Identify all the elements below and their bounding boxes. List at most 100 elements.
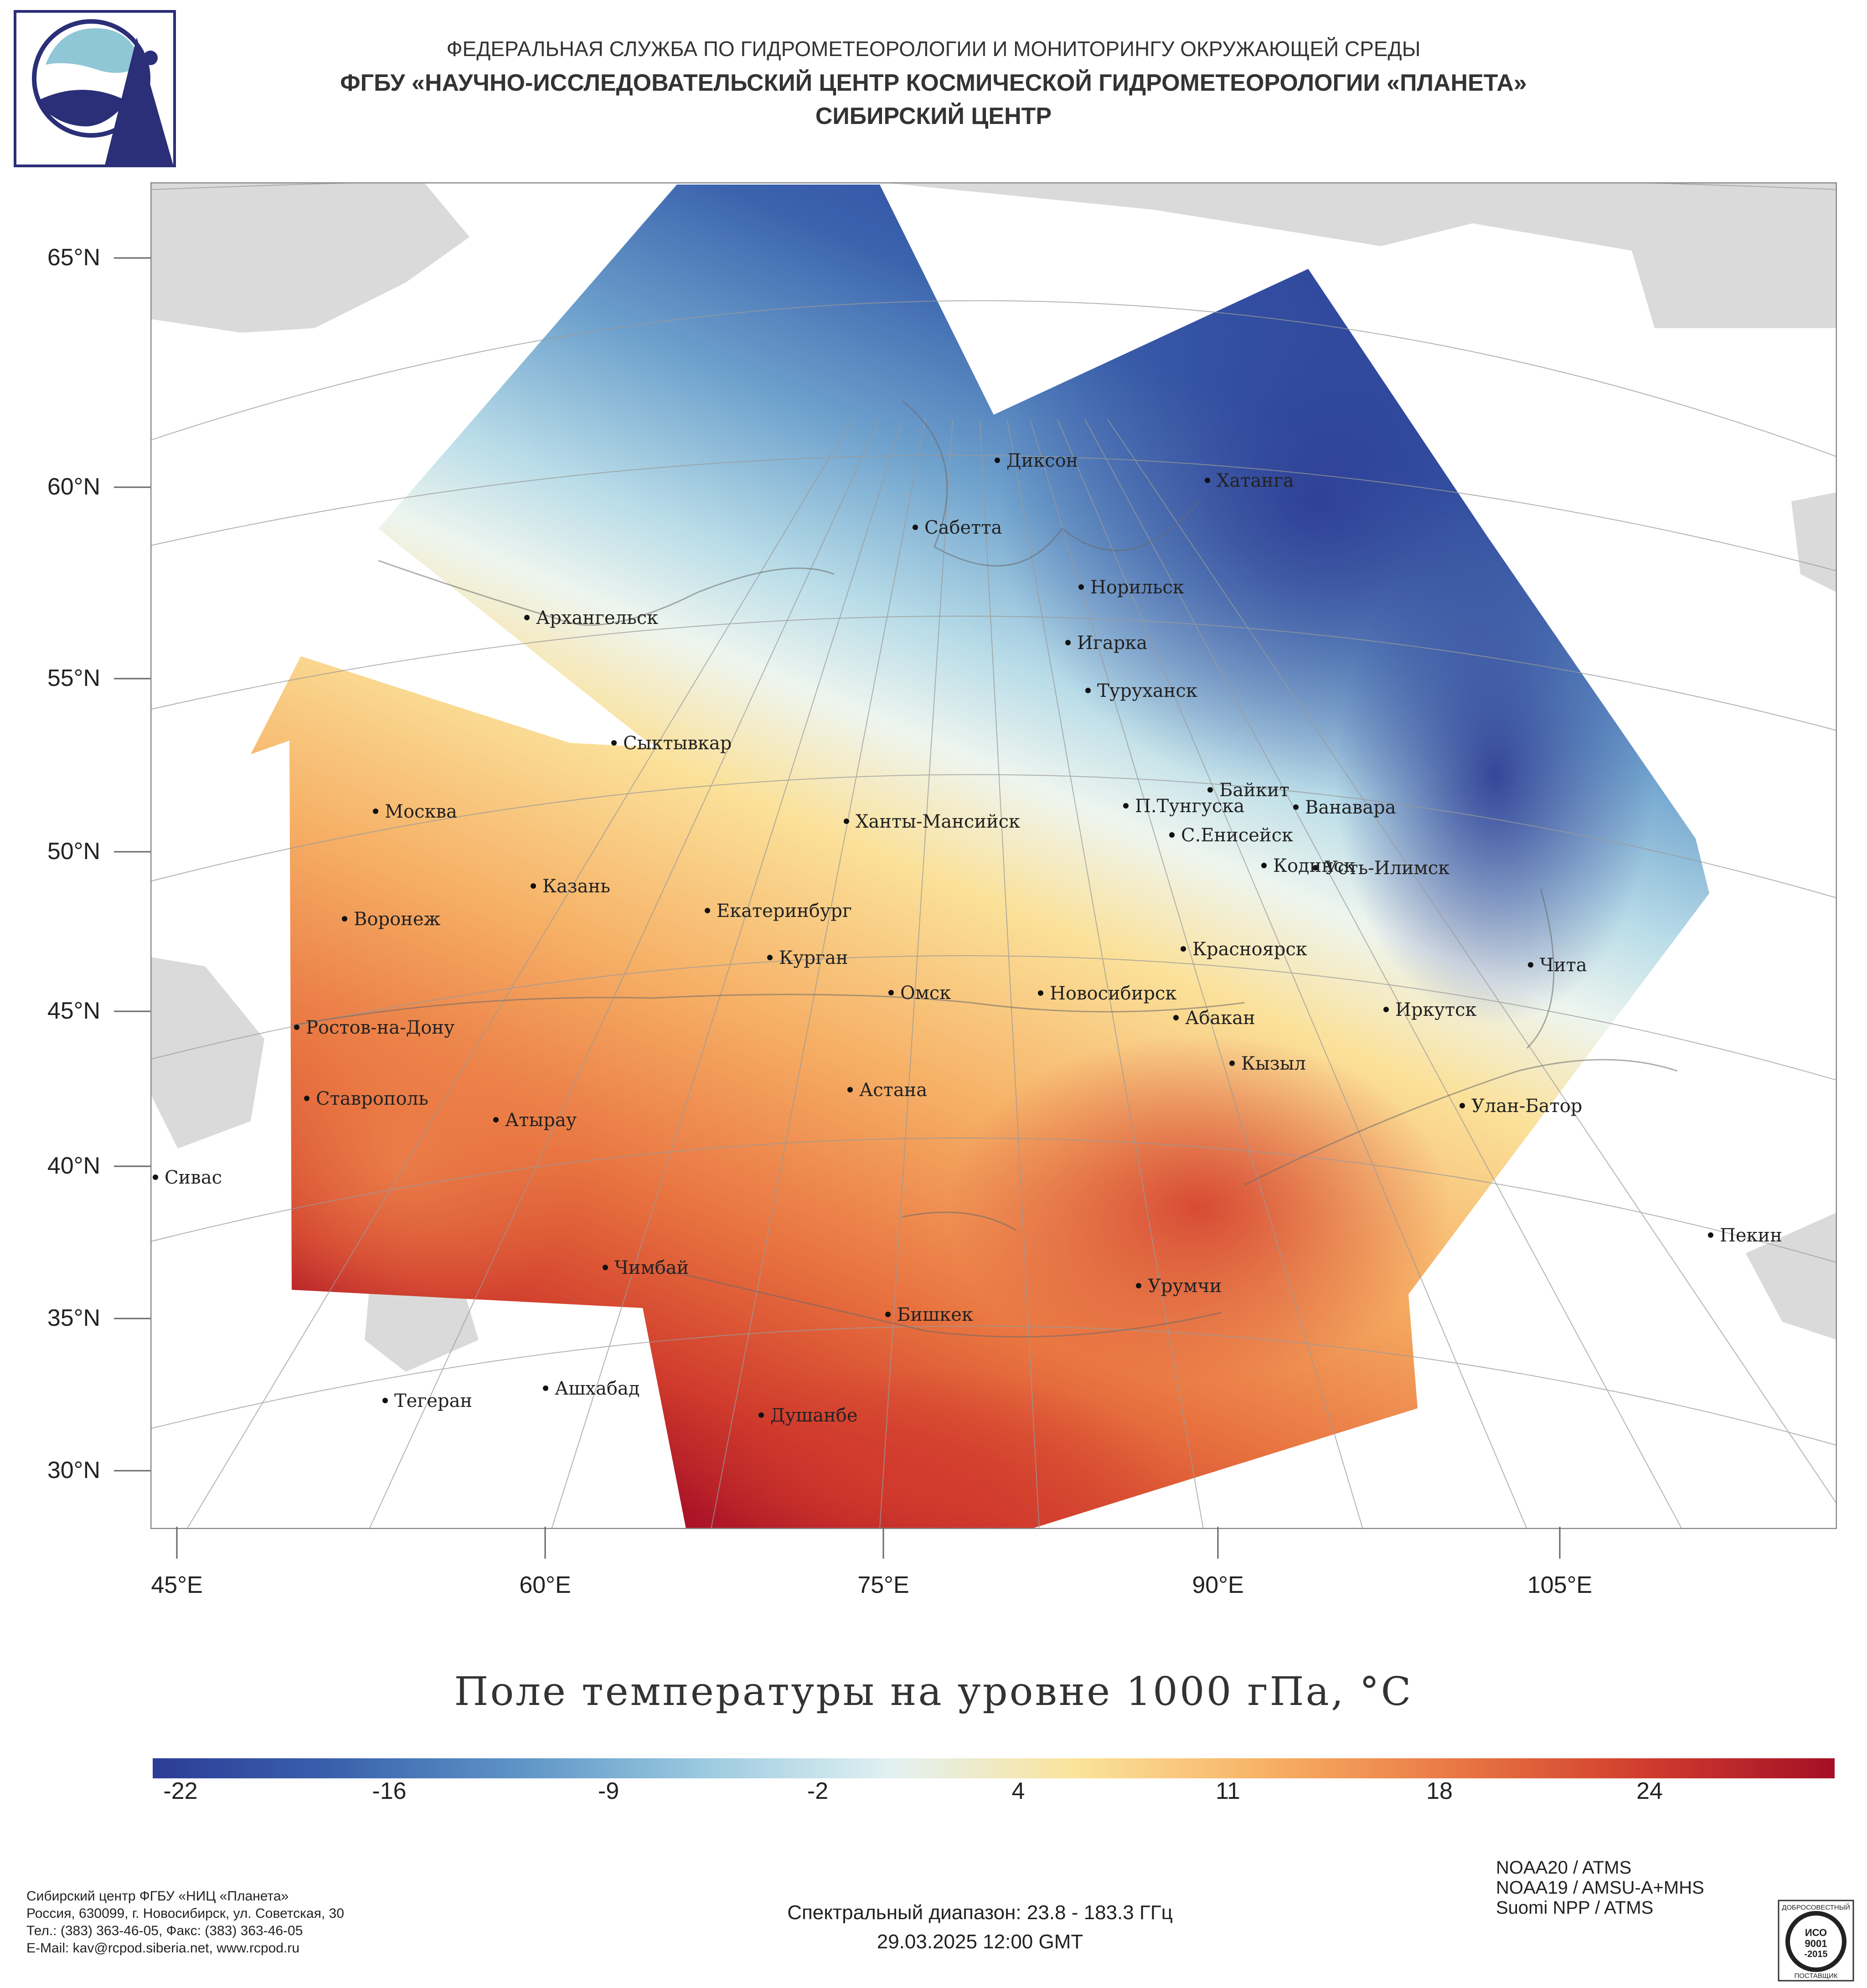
city-marker	[373, 809, 378, 814]
city-label-stavropol: Ставрополь	[316, 1088, 428, 1109]
colorbar-tick: 18	[1426, 1778, 1453, 1804]
colorbar-tick: -16	[372, 1778, 407, 1804]
city-label-ashgabat: Ашхабад	[555, 1378, 640, 1399]
city-marker	[913, 525, 918, 530]
city-marker	[1038, 990, 1043, 996]
lat-label-40: 40°N	[47, 1153, 100, 1179]
satellite-line: Suomi NPP / ATMS	[1496, 1898, 1654, 1918]
city-marker	[1313, 865, 1318, 870]
city-label-arkhangelsk: Архангельск	[536, 608, 658, 628]
city-label-p-tunguska: П.Тунгуска	[1135, 796, 1244, 817]
lon-label-45: 45°E	[151, 1572, 203, 1598]
city-label-igarka: Игарка	[1077, 633, 1147, 654]
city-label-omsk: Омск	[900, 983, 951, 1004]
city-label-tehran: Тегеран	[394, 1391, 472, 1411]
colorbar-tick: 11	[1216, 1778, 1240, 1804]
city-marker	[758, 1412, 764, 1418]
city-marker	[1123, 803, 1129, 809]
city-marker	[1173, 1015, 1179, 1020]
city-label-sabetta: Сабетта	[924, 517, 1002, 538]
city-label-astana: Астана	[859, 1080, 927, 1101]
city-label-chimbay: Чимбай	[614, 1257, 689, 1278]
colorbar-tick: 4	[1011, 1778, 1025, 1804]
city-label-vanavara: Ванавара	[1305, 797, 1396, 818]
city-label-voronezh: Воронеж	[354, 909, 440, 930]
city-label-chita: Чита	[1540, 955, 1587, 976]
city-label-kazan: Казань	[542, 876, 610, 897]
city-marker	[844, 819, 849, 824]
city-label-turukhansk: Туруханск	[1097, 680, 1197, 701]
city-label-dushanbe: Душанбе	[770, 1405, 858, 1426]
lat-label-35: 35°N	[47, 1305, 100, 1331]
lat-label-65: 65°N	[47, 244, 100, 271]
city-label-irkutsk: Иркутск	[1395, 999, 1477, 1020]
city-marker	[705, 908, 710, 913]
city-label-rostov: Ростов-на-Дону	[306, 1017, 455, 1038]
city-marker	[847, 1087, 853, 1092]
city-marker	[153, 1174, 158, 1180]
city-marker	[1293, 804, 1299, 810]
city-marker	[1169, 832, 1175, 838]
city-marker	[304, 1096, 309, 1101]
iso-badge-year: -2015	[1804, 1949, 1827, 1959]
city-label-baikit: Байкит	[1219, 780, 1289, 801]
iso-badge-bottom: ПОСТАВЩИК	[1794, 1972, 1837, 1980]
footer-address: Россия, 630099, г. Новосибирск, ул. Сове…	[26, 1906, 344, 1921]
footer-phone: Тел.: (383) 363-46-05, Факс: (383) 363-4…	[26, 1923, 303, 1938]
satellite-line: NOAA19 / AMSU-A+MHS	[1496, 1878, 1704, 1898]
city-marker	[493, 1117, 499, 1123]
lon-label-60: 60°E	[519, 1572, 571, 1598]
city-marker	[524, 615, 530, 620]
city-label-dikson: Диксон	[1006, 450, 1078, 471]
city-marker	[1181, 946, 1186, 952]
temperature-map: Диксон Хатанга Сабетта Норильск Игарка Т…	[150, 182, 1837, 1529]
city-marker	[543, 1385, 548, 1391]
city-label-norilsk: Норильск	[1090, 577, 1184, 598]
lat-label-30: 30°N	[47, 1457, 100, 1483]
city-marker	[767, 955, 773, 960]
lat-label-55: 55°N	[47, 665, 100, 691]
city-label-syktyvkar: Сыктывкар	[623, 733, 732, 754]
city-label-urumqi: Урумчи	[1148, 1276, 1222, 1297]
lon-label-105: 105°E	[1527, 1572, 1593, 1598]
city-label-sivas: Сивас	[165, 1167, 222, 1188]
city-marker	[382, 1398, 388, 1403]
city-label-s-eniseysk: С.Енисейск	[1181, 825, 1293, 846]
city-marker	[294, 1025, 299, 1030]
city-marker	[1065, 640, 1071, 645]
city-label-ust-ilimsk: Усть-Илимск	[1325, 858, 1449, 879]
lat-label-45: 45°N	[47, 998, 100, 1024]
lon-label-75: 75°E	[857, 1572, 909, 1598]
lat-ticks	[114, 257, 150, 1472]
colorbar-tick: -22	[163, 1778, 198, 1804]
colorbar-tick: -2	[807, 1778, 829, 1804]
colorbar-tick: -9	[598, 1778, 619, 1804]
city-label-novosibirsk: Новосибирск	[1050, 983, 1176, 1004]
city-label-krasnoyarsk: Красноярск	[1192, 939, 1307, 960]
city-marker	[1207, 787, 1213, 793]
city-label-ulaanbaatar: Улан-Батор	[1471, 1096, 1582, 1117]
lon-ticks	[176, 1527, 1561, 1559]
city-label-khatanga: Хатанга	[1217, 470, 1294, 491]
city-marker	[342, 916, 347, 922]
lat-label-50: 50°N	[47, 838, 100, 865]
header-line-3: СИБИРСКИЙ ЦЕНТР	[815, 103, 1052, 129]
lon-label-90: 90°E	[1192, 1572, 1244, 1598]
city-label-moscow: Москва	[385, 801, 457, 822]
footer-email: E-Mail: kav@rcpod.siberia.net, www.rcpod…	[26, 1941, 300, 1956]
city-label-kurgan: Курган	[779, 948, 848, 968]
iso-badge: ДОБРОСОВЕСТНЫЙ ИСО 9001 -2015 ПОСТАВЩИК	[1778, 1900, 1854, 1982]
map-title: Поле температуры на уровне 1000 гПа, °C	[454, 1669, 1413, 1715]
city-label-beijing: Пекин	[1720, 1225, 1782, 1246]
header-line-1: ФЕДЕРАЛЬНАЯ СЛУЖБА ПО ГИДРОМЕТЕОРОЛОГИИ …	[446, 37, 1421, 61]
city-label-bishkek: Бишкек	[897, 1304, 973, 1325]
observation-datetime: 29.03.2025 12:00 GMT	[877, 1931, 1083, 1953]
iso-badge-9001: 9001	[1805, 1938, 1827, 1949]
city-marker	[1205, 478, 1210, 483]
footer-org-name: Сибирский центр ФГБУ «НИЦ «Планета»	[26, 1889, 289, 1904]
lat-label-60: 60°N	[47, 474, 100, 500]
iso-badge-top: ДОБРОСОВЕСТНЫЙ	[1782, 1903, 1850, 1911]
logo	[14, 10, 176, 167]
city-marker	[1708, 1232, 1713, 1238]
city-marker	[1460, 1103, 1465, 1108]
